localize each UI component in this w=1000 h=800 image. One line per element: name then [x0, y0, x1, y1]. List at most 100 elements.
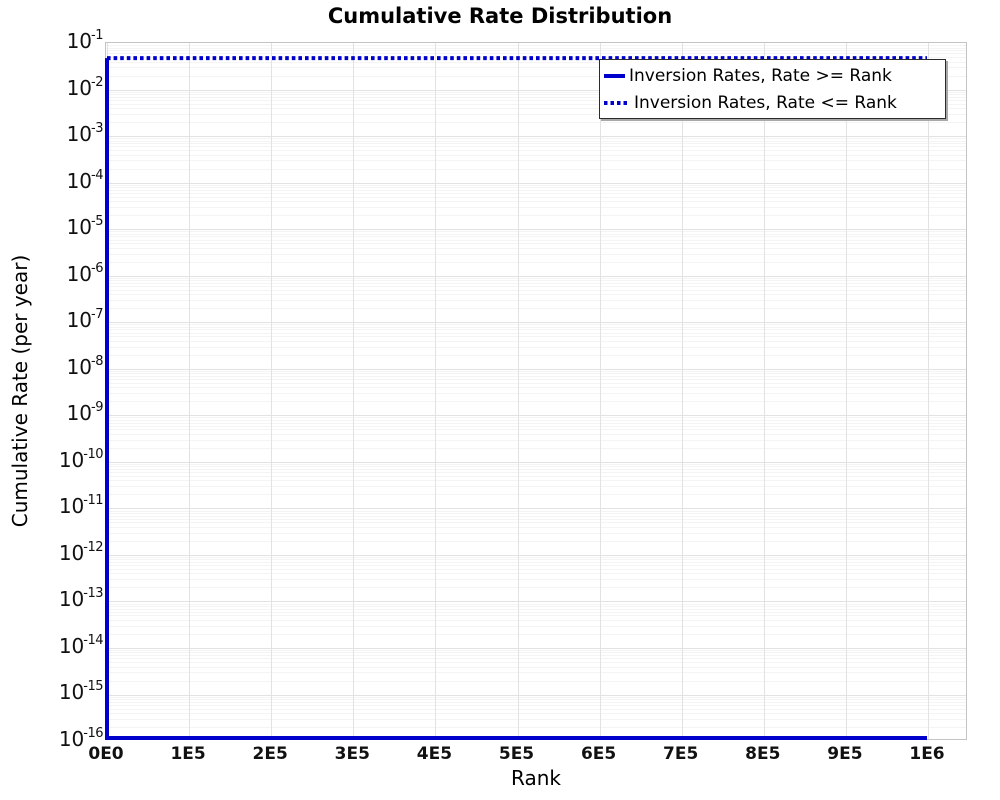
legend-entry-rate-ge-rank: Inversion Rates, Rate >= Rank	[604, 62, 941, 89]
y-gridline-minor	[106, 532, 966, 534]
y-gridline-minor	[106, 94, 966, 95]
chart-title: Cumulative Rate Distribution	[327, 4, 673, 28]
y-gridline-minor	[106, 559, 966, 561]
y-tick-label: 10-1	[66, 28, 104, 53]
y-gridline-minor	[106, 611, 966, 613]
y-gridline-minor	[106, 50, 966, 52]
y-gridline-minor	[106, 91, 966, 93]
y-gridline-minor	[106, 282, 966, 284]
y-gridline-minor	[106, 573, 966, 575]
y-gridline-major	[106, 275, 966, 277]
y-gridline-minor	[106, 619, 966, 621]
y-tick-label: 10-9	[66, 400, 104, 426]
y-gridline-major	[106, 461, 966, 463]
y-gridline-minor	[106, 633, 966, 635]
y-gridline-minor	[106, 387, 966, 389]
y-gridline-minor	[106, 515, 966, 517]
y-gridline-minor	[106, 277, 966, 279]
x-tick-label: 9E5	[827, 744, 863, 764]
x-tick-label: 0E0	[88, 744, 124, 764]
y-gridline-minor	[106, 61, 966, 63]
legend-solid-line-sample	[604, 73, 625, 78]
y-tick-label: 10-13	[58, 586, 104, 612]
y-gridline-minor	[106, 206, 966, 208]
y-tick-label: 10-5	[66, 214, 104, 240]
y-tick-label: 10-2	[66, 74, 104, 100]
y-gridline-minor	[106, 375, 966, 377]
y-gridline-minor	[106, 103, 966, 105]
y-tick-label: 10-4	[66, 167, 104, 193]
y-gridline-minor	[106, 192, 966, 194]
y-gridline-minor	[106, 603, 966, 605]
y-gridline-minor	[106, 658, 966, 660]
y-gridline-minor	[106, 447, 966, 449]
y-gridline-minor	[106, 308, 966, 310]
y-gridline-minor	[106, 540, 966, 542]
x-axis-label: Rank	[511, 766, 561, 790]
y-gridline-major	[106, 415, 966, 417]
y-gridline-minor	[106, 475, 966, 477]
y-gridline-minor	[106, 329, 966, 331]
x-gridline-major	[189, 43, 191, 739]
y-gridline-minor	[106, 336, 966, 338]
series-layer	[105, 56, 927, 740]
y-gridline-minor	[106, 422, 966, 424]
y-gridline-major	[106, 136, 966, 138]
y-gridline-minor	[106, 708, 966, 710]
y-gridline-minor	[106, 666, 966, 668]
y-gridline-minor	[106, 486, 966, 488]
x-tick-label: 6E5	[580, 744, 617, 764]
y-tick-label: 10-10	[58, 446, 104, 472]
y-gridline-minor	[106, 294, 966, 296]
y-gridline-minor	[106, 332, 966, 334]
y-gridline-minor	[106, 494, 966, 496]
y-tick-label: 10-14	[58, 632, 104, 658]
y-gridline-major	[106, 229, 966, 231]
y-gridline-minor	[106, 463, 966, 465]
y-gridline-minor	[106, 138, 966, 140]
legend-label: Inversion Rates, Rate <= Rank	[634, 92, 897, 113]
y-gridline-minor	[106, 150, 966, 152]
y-gridline-minor	[106, 718, 966, 720]
y-gridline-minor	[106, 243, 966, 245]
y-tick-label: 10-11	[58, 493, 104, 519]
plot-area	[105, 42, 967, 740]
y-gridline-minor	[106, 122, 966, 124]
y-gridline-minor	[106, 655, 966, 657]
y-gridline-minor	[106, 696, 966, 698]
y-gridline-minor	[106, 510, 966, 512]
y-tick-label: 10-16	[58, 726, 104, 751]
y-gridline-minor	[106, 480, 966, 482]
y-gridline-minor	[106, 518, 966, 520]
y-tick-label: 10-6	[66, 260, 104, 286]
y-gridline-minor	[106, 379, 966, 381]
y-gridline-minor	[106, 184, 966, 186]
y-gridline-minor	[106, 419, 966, 421]
y-gridline-minor	[106, 346, 966, 348]
y-gridline-minor	[106, 425, 966, 427]
y-gridline-minor	[106, 680, 966, 682]
y-gridline-minor	[106, 568, 966, 570]
y-gridline-minor	[106, 201, 966, 203]
y-gridline-minor	[106, 189, 966, 191]
y-gridline-minor	[106, 608, 966, 610]
y-gridline-major	[106, 182, 966, 184]
y-gridline-minor	[106, 187, 966, 189]
y-gridline-minor	[106, 340, 966, 342]
y-gridline-minor	[106, 672, 966, 674]
y-gridline-minor	[106, 96, 966, 98]
y-tick-label: 10-12	[58, 539, 104, 565]
legend-dotted-line-sample	[604, 100, 630, 105]
y-gridline-minor	[106, 393, 966, 395]
x-gridline-major	[928, 43, 929, 739]
y-gridline-minor	[106, 469, 966, 470]
y-gridline-minor	[106, 233, 966, 235]
y-gridline-major	[106, 368, 966, 370]
y-gridline-minor	[106, 382, 966, 384]
y-gridline-minor	[106, 75, 966, 77]
y-gridline-minor	[106, 579, 966, 581]
y-gridline-minor	[106, 215, 966, 217]
y-gridline-minor	[106, 370, 966, 372]
y-gridline-minor	[106, 713, 966, 714]
x-gridline-major	[517, 43, 519, 739]
